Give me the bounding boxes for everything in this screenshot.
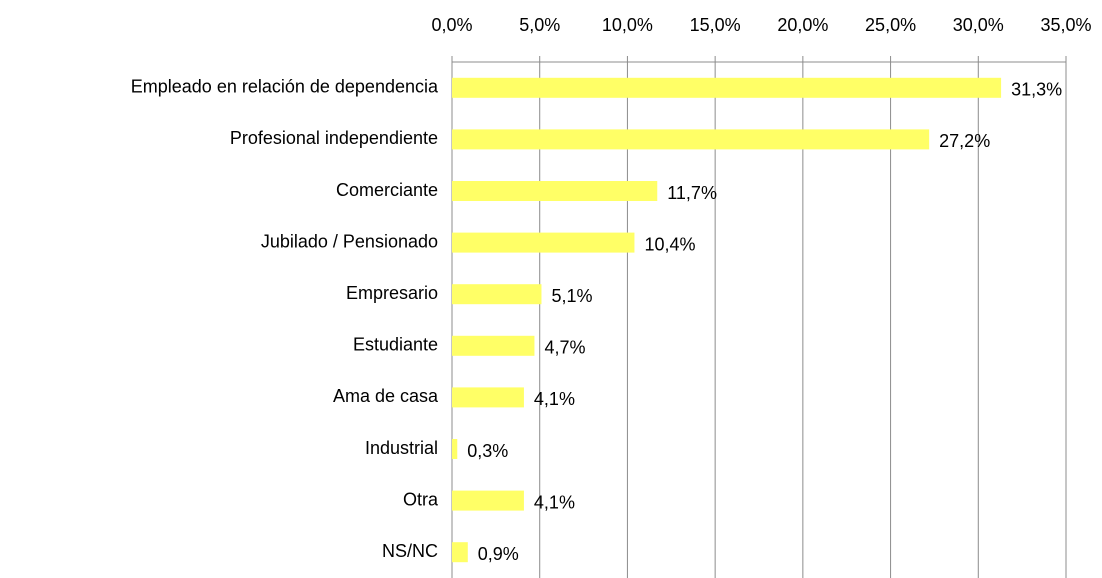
bar (452, 542, 468, 563)
value-label: 4,7% (544, 338, 585, 358)
x-tick-label: 5,0% (519, 15, 560, 35)
bar (452, 387, 524, 408)
bar (452, 232, 635, 253)
x-tick-label: 10,0% (602, 15, 653, 35)
y-tick-label: Otra (403, 489, 439, 509)
y-tick-label: Ama de casa (333, 386, 439, 406)
bar (452, 439, 458, 459)
value-label: 10,4% (644, 234, 695, 254)
value-label: 31,3% (1011, 80, 1062, 100)
bar (452, 181, 658, 201)
y-tick-label: Empresario (346, 283, 438, 303)
value-label: 5,1% (551, 286, 592, 306)
bar (452, 490, 524, 511)
value-label: 4,1% (534, 389, 575, 409)
bar (452, 335, 535, 356)
x-tick-label: 15,0% (690, 15, 741, 35)
value-label: 0,9% (478, 544, 519, 564)
y-tick-label: Jubilado / Pensionado (261, 231, 438, 251)
x-tick-label: 20,0% (777, 15, 828, 35)
value-label: 0,3% (467, 441, 508, 461)
x-tick-label: 30,0% (953, 15, 1004, 35)
value-label: 27,2% (939, 131, 990, 151)
x-tick-label: 25,0% (865, 15, 916, 35)
y-tick-label: Comerciante (336, 180, 438, 200)
bar (452, 77, 1002, 98)
bar (452, 284, 542, 305)
y-tick-label: Industrial (365, 438, 438, 458)
bar (452, 129, 930, 150)
y-tick-label: Estudiante (353, 335, 438, 355)
value-label: 11,7% (667, 183, 717, 203)
y-tick-label: Empleado en relación de dependencia (131, 77, 439, 97)
x-tick-label: 35,0% (1040, 15, 1091, 35)
y-tick-label: NS/NC (382, 541, 438, 561)
y-tick-label: Profesional independiente (230, 128, 438, 148)
value-label: 4,1% (534, 492, 575, 512)
x-tick-label: 0,0% (431, 15, 472, 35)
